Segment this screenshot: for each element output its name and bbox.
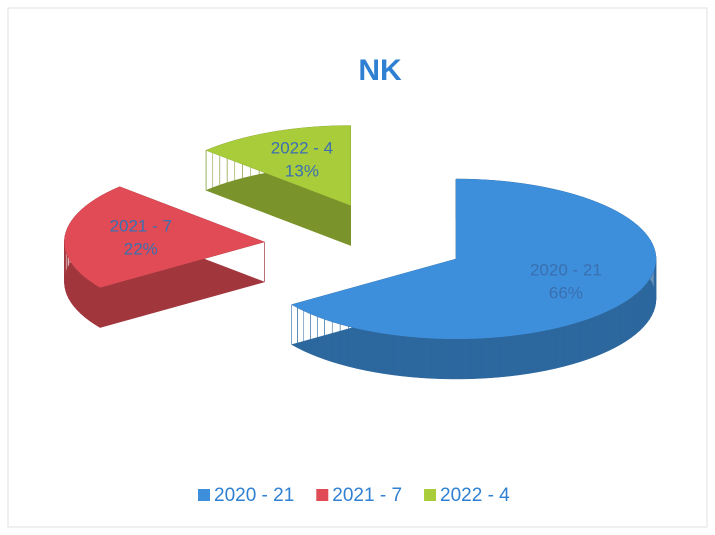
data-label-category: 2021 - 7 [110, 217, 172, 236]
slice [205, 125, 351, 246]
data-label-value: 22% [124, 240, 158, 259]
legend-label: 2020 - 21 [214, 485, 294, 506]
data-label-category: 2022 - 4 [271, 138, 333, 157]
legend-label: 2021 - 7 [332, 485, 402, 506]
legend-swatch [424, 489, 437, 501]
data-label-value: 66% [549, 283, 583, 302]
legend-swatch [316, 489, 329, 501]
legend-label: 2022 - 4 [440, 485, 510, 506]
slice [291, 178, 657, 380]
legend: 2020 - 21 2021 - 7 2022 - 4 [198, 485, 510, 506]
legend-swatch [198, 489, 210, 501]
chart-title: NK [358, 54, 402, 87]
slice-top [291, 178, 657, 339]
slice-top [206, 125, 351, 206]
data-label-value: 13% [285, 161, 319, 180]
slice-top [64, 186, 265, 288]
slice [64, 186, 265, 329]
data-label-category: 2020 - 21 [530, 260, 602, 279]
